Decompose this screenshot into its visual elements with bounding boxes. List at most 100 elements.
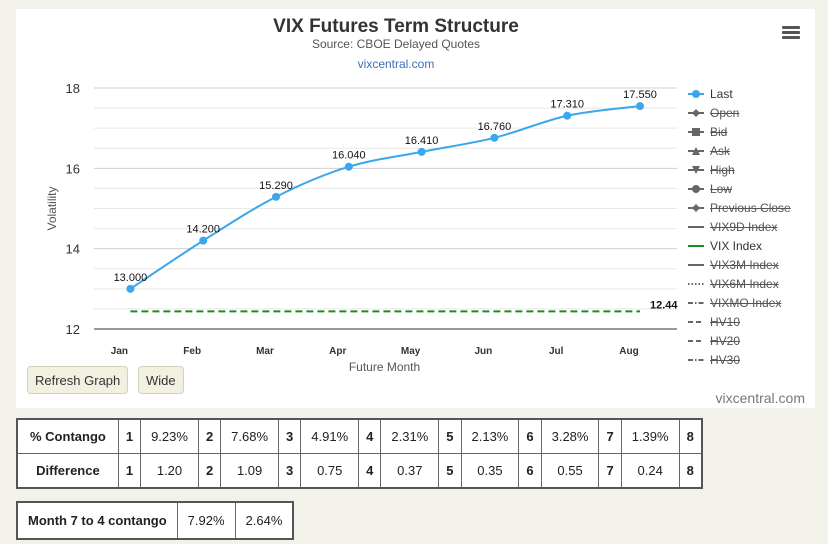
value-cell: 7.68% (220, 418, 280, 454)
month-index-cell: 7 (598, 418, 622, 454)
month-index-cell: 8 (678, 418, 703, 454)
row-header: % Contango (16, 418, 119, 454)
month-index-cell: 2 (197, 453, 222, 489)
last-series-point (490, 133, 499, 142)
month-index-cell: 1 (117, 418, 142, 454)
legend-label: VIX9D Index (710, 220, 778, 234)
legend-label: HV10 (710, 315, 741, 329)
legend-symbol-icon (688, 128, 704, 136)
legend-symbol-icon (688, 321, 704, 323)
legend-symbol-icon (688, 204, 704, 212)
value-cell: 1.20 (140, 453, 199, 489)
hamburger-menu-icon[interactable] (782, 26, 800, 40)
legend-label: Bid (710, 125, 728, 139)
vix-index-value-label: 12.44 (650, 299, 678, 311)
value-cell: 2.13% (460, 418, 520, 454)
legend-label: VIXMO Index (710, 296, 782, 310)
x-tick-label: Aug (619, 346, 638, 357)
month-index-cell: 7 (598, 453, 622, 489)
legend-symbol-icon (688, 147, 704, 155)
x-tick-label: Mar (256, 346, 274, 357)
x-tick-label: Jun (475, 346, 493, 357)
data-label: 14.200 (186, 224, 220, 236)
legend-symbol-icon (688, 302, 704, 304)
data-label: 17.550 (623, 89, 657, 101)
month-7-to-4-table: Month 7 to 4 contango 7.92% 2.64% (16, 501, 295, 540)
legend-label: VIX6M Index (710, 277, 779, 291)
legend-label: Previous Close (710, 201, 791, 215)
legend-symbol-icon (688, 166, 704, 174)
table-row: % Contango 1 9.23% 2 7.68% 3 4.91% 4 2.31% 5 2.13%… (16, 418, 703, 454)
y-tick-label: 16 (66, 161, 80, 176)
value-cell: 0.75 (300, 453, 360, 489)
y-axis-label: Volatility (45, 186, 59, 230)
chart-plot: 12 14 16 18 Jan Feb Mar Apr May Jun Jul Aug Future M… (45, 81, 678, 374)
wide-button[interactable]: Wide (138, 366, 184, 394)
data-label: 17.310 (550, 99, 584, 111)
month-index-cell: 4 (358, 418, 382, 454)
month-index-cell: 4 (358, 453, 382, 489)
legend-symbol-icon (688, 109, 704, 117)
data-label: 13.000 (114, 272, 148, 284)
x-tick-label: Feb (183, 346, 201, 357)
value-cell: 2.31% (380, 418, 440, 454)
value-cell: 9.23% (140, 418, 199, 454)
last-series-point (272, 192, 280, 201)
month7to4-value-1: 7.92% (176, 501, 236, 540)
legend-symbol-icon (688, 359, 704, 361)
x-tick-label: Apr (329, 346, 346, 357)
last-series-point (344, 162, 353, 171)
month-index-cell: 2 (197, 418, 222, 454)
data-label: 16.410 (405, 135, 439, 147)
y-tick-label: 14 (66, 242, 80, 257)
last-series-point (417, 147, 426, 156)
last-series-point (199, 236, 208, 245)
refresh-graph-button[interactable]: Refresh Graph (27, 366, 129, 394)
legend-label: High (710, 163, 735, 177)
last-series-point (563, 111, 572, 120)
value-cell: 0.55 (540, 453, 600, 489)
data-label: 16.040 (332, 150, 366, 162)
chart-subtitle: Source: CBOE Delayed Quotes (311, 37, 481, 51)
month-index-cell: 3 (278, 418, 302, 454)
month-index-cell: 3 (278, 453, 302, 489)
legend-label: VIX Index (710, 239, 763, 253)
month-index-cell: 6 (518, 418, 542, 454)
y-tick-label: 18 (66, 81, 80, 96)
last-series-point (636, 102, 644, 111)
last-series-point (126, 284, 135, 293)
month-index-cell: 6 (518, 453, 542, 489)
legend-symbol-icon (688, 283, 704, 285)
data-label: 16.760 (478, 121, 512, 133)
row-header: Difference (16, 453, 119, 489)
legend-symbol-icon (688, 245, 704, 247)
x-tick-label: Jul (549, 346, 564, 357)
legend-label: Low (710, 182, 733, 196)
month-index-cell: 1 (117, 453, 142, 489)
chart-credit[interactable]: vixcentral.com (715, 390, 805, 406)
value-cell: 4.91% (300, 418, 360, 454)
month-index-cell: 5 (438, 418, 462, 454)
legend-label: Ask (710, 144, 731, 158)
chart-card: 12 14 16 18 Jan Feb Mar Apr May Jun Jul Aug Future M… (16, 9, 815, 408)
legend-label: Open (710, 106, 740, 120)
month-index-cell: 8 (678, 453, 703, 489)
value-cell: 1.39% (620, 418, 680, 454)
chart-site-link[interactable]: vixcentral.com (357, 57, 435, 71)
month7to4-value-2: 2.64% (234, 501, 294, 540)
value-cell: 0.24 (620, 453, 680, 489)
legend-label: HV30 (710, 353, 741, 367)
x-tick-label: Jan (111, 346, 128, 357)
legend-symbol-icon (688, 340, 704, 342)
legend-label: HV20 (710, 334, 741, 348)
value-cell: 0.37 (380, 453, 440, 489)
contango-table: % Contango 1 9.23% 2 7.68% 3 4.91% 4 2.31% 5 2.13%… (16, 418, 703, 489)
legend-label: Last (710, 87, 733, 101)
last-series-line (129, 105, 641, 290)
chart-title: VIX Futures Term Structure (273, 16, 519, 37)
legend-label: VIX3M Index (710, 258, 779, 272)
y-tick-label: 12 (66, 322, 80, 337)
value-cell: 0.35 (460, 453, 520, 489)
value-cell: 1.09 (220, 453, 280, 489)
month7to4-label: Month 7 to 4 contango (16, 501, 178, 540)
